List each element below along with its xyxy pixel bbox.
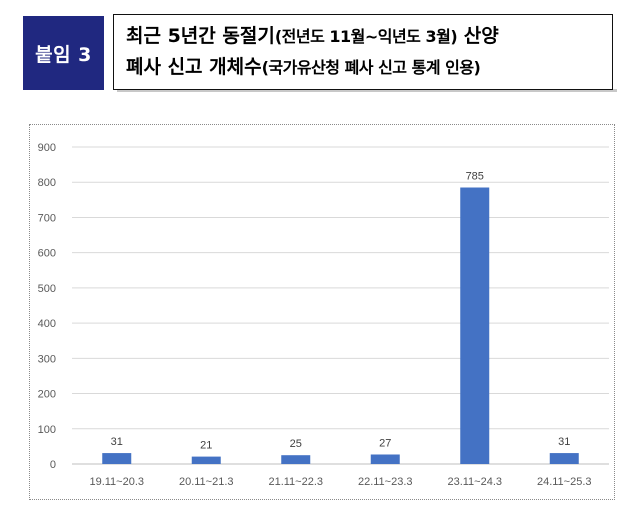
data-label: 25: [290, 438, 302, 450]
title-line-2-sub: (국가유산청 폐사 신고 통계 인용): [261, 58, 481, 77]
bar: [191, 456, 221, 464]
x-tick-label: 23.11~24.3: [447, 476, 502, 488]
y-tick-label: 300: [38, 353, 56, 365]
x-tick-label: 24.11~25.3: [537, 476, 592, 488]
y-tick-label: 0: [50, 459, 56, 471]
title-line-2: 폐사 신고 개체수(국가유산청 폐사 신고 통계 인용): [126, 52, 602, 83]
title-line-2-main: 폐사 신고 개체수: [126, 56, 262, 78]
data-label: 31: [111, 436, 123, 448]
data-label: 31: [558, 436, 570, 448]
y-tick-label: 500: [38, 283, 56, 295]
bar: [102, 453, 132, 464]
bar: [460, 187, 490, 464]
title-line-1-sub: (전년도 11월~익년도 3월): [274, 27, 458, 46]
title-box: 최근 5년간 동절기(전년도 11월~익년도 3월) 산양 폐사 신고 개체수(…: [113, 14, 613, 90]
title-box-shadow: [117, 89, 617, 92]
x-tick-label: 22.11~23.3: [358, 476, 413, 488]
x-tick-label: 20.11~21.3: [179, 476, 234, 488]
bar-chart: 0 100 200 300 400 500 600 700 800 900 31 19.11~20.3…: [38, 142, 609, 488]
y-tick-label: 700: [38, 212, 56, 224]
y-tick-label: 900: [38, 142, 56, 154]
title-line-1-main: 최근 5년간 동절기: [126, 25, 275, 47]
attachment-tag-label: 붙임 3: [35, 43, 92, 66]
title-line-1-end: 산양: [457, 25, 499, 47]
data-label: 785: [466, 171, 484, 183]
attachment-tag: 붙임 3: [23, 16, 104, 90]
y-tick-label: 400: [38, 318, 56, 330]
bar: [549, 453, 579, 464]
x-tick-label: 19.11~20.3: [89, 476, 144, 488]
y-tick-label: 100: [38, 424, 56, 436]
y-tick-label: 600: [38, 248, 56, 260]
data-label: 21: [200, 440, 212, 452]
chart-frame: 0 100 200 300 400 500 600 700 800 900 31 19.11~20.3…: [29, 124, 615, 500]
x-tick-label: 21.11~22.3: [268, 476, 323, 488]
y-tick-label: 200: [38, 389, 56, 401]
bar: [370, 454, 400, 464]
bar: [281, 455, 311, 464]
data-label: 27: [379, 437, 391, 449]
title-line-1: 최근 5년간 동절기(전년도 11월~익년도 3월) 산양: [126, 21, 602, 52]
y-tick-label: 800: [38, 177, 56, 189]
